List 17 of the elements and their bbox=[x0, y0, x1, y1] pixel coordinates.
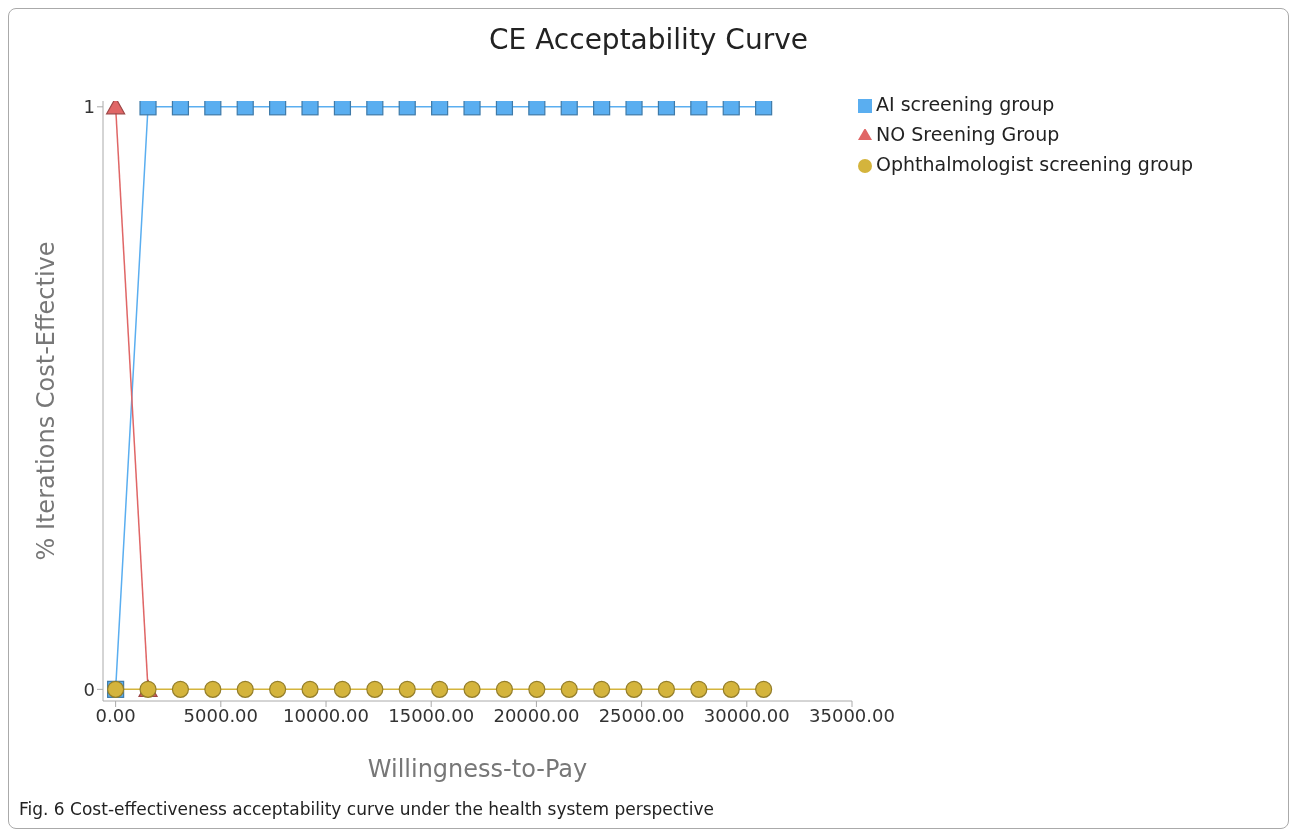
legend-label: AI screening group bbox=[876, 93, 1055, 115]
legend-label: Ophthalmologist screening group bbox=[876, 153, 1193, 175]
x-tick-label: 35000.00 bbox=[809, 704, 895, 726]
x-tick-label: 20000.00 bbox=[493, 704, 580, 726]
y-tick-label: 0 bbox=[83, 678, 95, 700]
x-tick-label: 0.00 bbox=[95, 704, 136, 726]
legend-label: NO Sreening Group bbox=[876, 123, 1060, 145]
x-tick-label: 5000.00 bbox=[183, 704, 259, 726]
x-axis-title: Willingness-to-Pay bbox=[367, 755, 588, 783]
x-tick-label: 15000.00 bbox=[388, 704, 475, 726]
caption: Fig. 6 Cost-effectiveness acceptability curve under the health system perspective bbox=[19, 799, 714, 819]
x-tick-label: 10000.00 bbox=[283, 704, 369, 726]
x-tick-label: 25000.00 bbox=[598, 704, 685, 726]
chart-title: CE Acceptability Curve bbox=[488, 23, 809, 56]
y-axis-title: % Iterations Cost-Effective bbox=[31, 241, 60, 561]
y-tick-label: 1 bbox=[83, 96, 95, 118]
x-tick-label: 30000.00 bbox=[703, 704, 790, 726]
